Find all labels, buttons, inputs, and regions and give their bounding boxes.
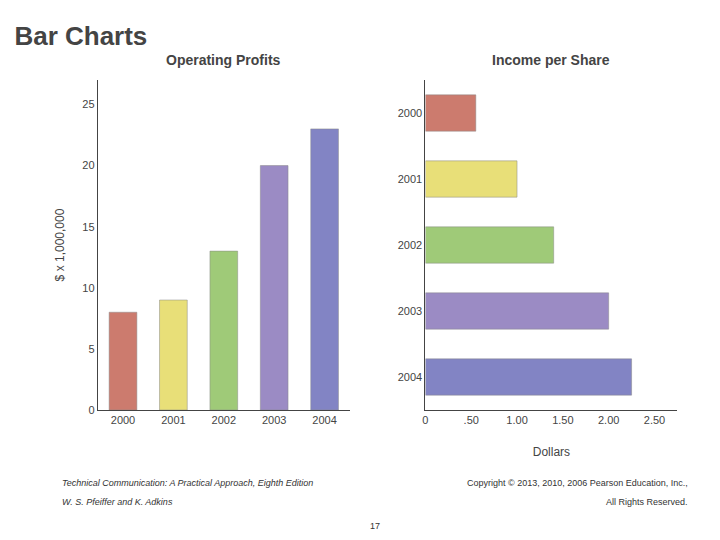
svg-text:2.00: 2.00 [598, 414, 619, 426]
svg-text:0: 0 [88, 404, 94, 416]
svg-text:20: 20 [82, 159, 94, 171]
svg-text:2004: 2004 [398, 371, 422, 383]
svg-text:Bar Charts: Bar Charts [14, 21, 147, 51]
svg-text:2002: 2002 [398, 239, 422, 251]
svg-text:2001: 2001 [161, 414, 185, 426]
svg-text:10: 10 [82, 282, 94, 294]
svg-text:2001: 2001 [398, 173, 422, 185]
svg-text:Copyright © 2013, 2010, 2006 P: Copyright © 2013, 2010, 2006 Pearson Edu… [467, 478, 688, 488]
svg-text:Technical Communication: A Pra: Technical Communication: A Practical App… [62, 478, 313, 488]
svg-text:17: 17 [370, 521, 380, 531]
svg-text:2004: 2004 [312, 414, 336, 426]
svg-text:1.00: 1.00 [506, 414, 527, 426]
svg-text:2003: 2003 [398, 305, 422, 317]
svg-text:2000: 2000 [111, 414, 135, 426]
svg-text:2.50: 2.50 [644, 414, 665, 426]
svg-text:$ x 1,000,000: $ x 1,000,000 [53, 208, 67, 281]
svg-text:0: 0 [422, 414, 428, 426]
svg-text:All Rights Reserved.: All Rights Reserved. [606, 497, 688, 507]
svg-text:Dollars: Dollars [533, 445, 570, 459]
svg-text:Income per Share: Income per Share [492, 52, 610, 68]
svg-text:1.50: 1.50 [552, 414, 573, 426]
svg-text:15: 15 [82, 221, 94, 233]
svg-text:2003: 2003 [262, 414, 286, 426]
svg-text:2000: 2000 [398, 107, 422, 119]
svg-text:Operating Profits: Operating Profits [166, 52, 281, 68]
svg-text:5: 5 [88, 343, 94, 355]
svg-text:2002: 2002 [212, 414, 236, 426]
svg-text:.50: .50 [464, 414, 479, 426]
svg-text:W. S. Pfeiffer and K. Adkins: W. S. Pfeiffer and K. Adkins [62, 497, 173, 507]
svg-text:25: 25 [82, 98, 94, 110]
